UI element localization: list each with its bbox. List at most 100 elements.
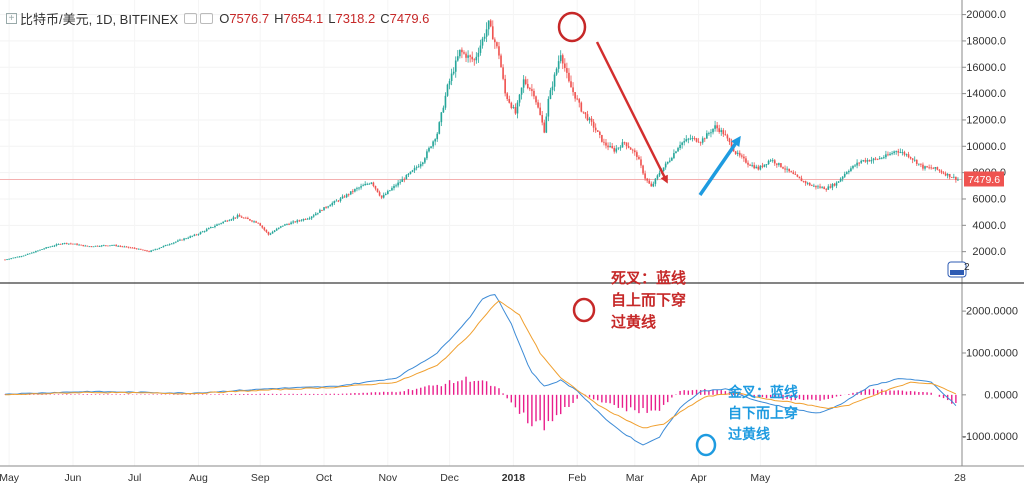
hide-icon[interactable] (200, 12, 214, 24)
candle-body (644, 173, 646, 179)
candle-body (302, 219, 305, 221)
candle-body (701, 138, 704, 143)
candle-body (267, 231, 270, 235)
candle-body (382, 194, 385, 198)
candle-body (580, 102, 583, 112)
candle-body (14, 257, 17, 259)
candle-body (631, 149, 634, 151)
candle-body (82, 244, 85, 247)
candle-body (555, 68, 558, 75)
candle-body (856, 162, 858, 166)
candle-body (710, 132, 712, 134)
candle-body (148, 251, 150, 253)
candle-body (483, 36, 486, 39)
candle-body (712, 128, 714, 133)
candle-body (137, 248, 140, 250)
candle-body (195, 234, 198, 236)
candle-body (584, 112, 587, 115)
candle-body (286, 224, 288, 225)
candle-body (43, 248, 45, 250)
candle-body (747, 162, 749, 165)
candle-body (535, 96, 537, 103)
candle-body (621, 142, 624, 148)
candle-body (566, 68, 568, 73)
candle-body (757, 166, 760, 170)
candle-body (693, 138, 696, 139)
candle-body (845, 172, 848, 174)
time-tick-label: Jun (64, 472, 81, 484)
candle-body (502, 67, 504, 79)
candlesticks (4, 19, 959, 261)
price-tick-label: 10000.0 (966, 141, 1006, 153)
candle-body (848, 171, 850, 173)
candle-body (26, 253, 29, 255)
candle-body (251, 220, 253, 222)
candle-body (193, 234, 196, 236)
chart-header: + 比特币/美元, 1D, BITFINEX O7576.7 H7654.1 L73… (6, 9, 431, 27)
candle-body (432, 141, 434, 147)
candle-body (98, 246, 101, 248)
candle-body (10, 258, 12, 260)
time-tick-label: Sep (251, 472, 270, 484)
candle-body (183, 238, 185, 240)
golden-cross-line-2: 自下而上穿 (728, 405, 798, 421)
candle-body (953, 176, 955, 178)
candle-body (885, 154, 887, 158)
candle-body (576, 98, 578, 100)
candle-body (407, 173, 410, 175)
candle-body (862, 160, 865, 161)
candle-body (177, 240, 179, 242)
time-axis[interactable]: May Jun Jul Aug Sep Oct Nov Dec 2018 Feb Mar Apr May… (0, 472, 966, 484)
candle-body (574, 92, 576, 99)
candle-body (837, 181, 840, 183)
price-top-circle (557, 11, 587, 43)
macd-axis[interactable]: 2000.0000 1000.0000 0.0000 -1000.0000 (962, 306, 1018, 444)
settings-icon[interactable] (184, 12, 198, 24)
candle-body (41, 249, 43, 250)
candle-body (761, 165, 764, 167)
candle-body (269, 233, 272, 235)
candle-body (839, 178, 842, 182)
candle-body (105, 245, 107, 247)
expand-icon[interactable]: + (6, 12, 17, 24)
candle-body (220, 223, 222, 224)
candle-body (45, 247, 47, 249)
candle-body (473, 59, 476, 61)
candle-body (419, 164, 422, 167)
candle-body (520, 87, 523, 95)
time-tick-label: Feb (568, 472, 586, 484)
candle-body (918, 163, 920, 165)
candle-body (376, 188, 379, 193)
candle-body (415, 167, 418, 169)
candle-body (284, 224, 286, 226)
candle-body (870, 160, 873, 162)
candle-body (444, 95, 447, 108)
candle-body (294, 221, 297, 223)
price-axis[interactable]: 2000.04000.06000.08000.010000.012000.014… (947, 9, 1006, 278)
candle-body (76, 243, 78, 245)
annotation-overlay (557, 11, 741, 457)
candle-body (360, 186, 362, 188)
candle-body (769, 160, 772, 162)
ohlc-value-2: 7318.2 (335, 10, 376, 26)
candle-body (170, 243, 173, 245)
candle-body (152, 249, 155, 251)
candle-body (765, 164, 768, 165)
candle-body (218, 223, 220, 225)
candle-body (506, 93, 509, 99)
candle-body (121, 246, 124, 248)
candle-body (140, 248, 142, 250)
candle-body (314, 213, 317, 216)
candle-body (216, 224, 218, 226)
candle-body (489, 20, 492, 27)
candle-body (158, 247, 161, 249)
candle-body (901, 152, 904, 153)
candle-body (24, 254, 27, 256)
candle-body (94, 245, 97, 247)
candle-body (819, 186, 821, 188)
candle-body (782, 167, 784, 169)
candle-body (354, 189, 356, 192)
ohlc-value-1: 7654.1 (283, 10, 324, 26)
candle-body (181, 239, 183, 241)
